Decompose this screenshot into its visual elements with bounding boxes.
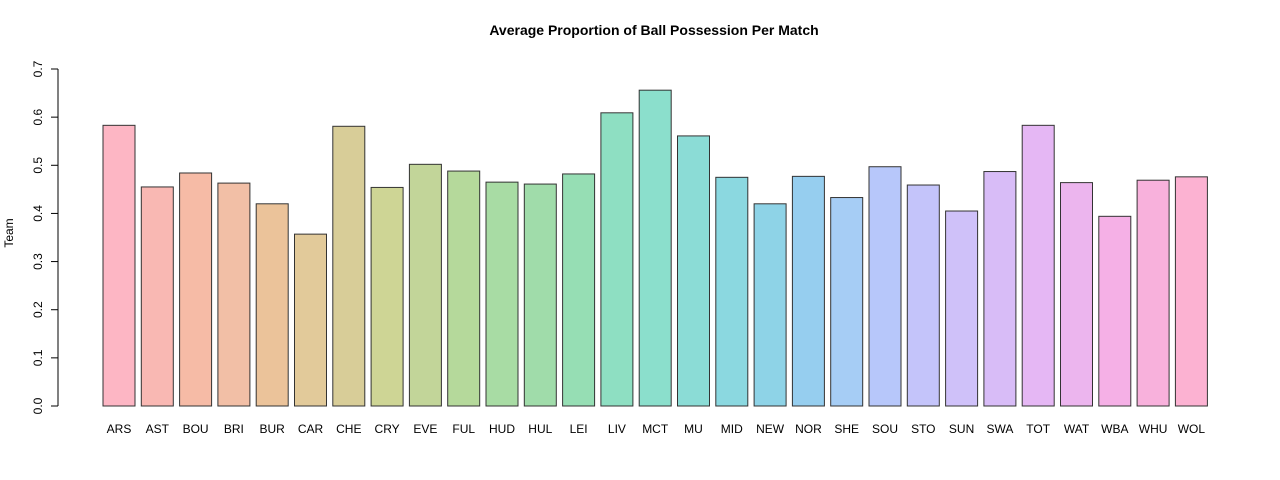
category-label-ars: ARS [107, 422, 132, 436]
y-tick-label: 0.3 [31, 253, 45, 270]
bar-whu [1136, 179, 1170, 407]
bar-ast [140, 186, 174, 407]
category-label-liv: LIV [608, 422, 626, 436]
bar-lei [562, 173, 596, 407]
category-label-che: CHE [336, 422, 361, 436]
category-labels: ARS AST BOU BRI BUR CAR CHE CRY EVE FUL HUD HUL LEI L… [107, 422, 1206, 436]
category-label-bri: BRI [224, 422, 244, 436]
bar-bur [255, 203, 289, 407]
category-label-wba: WBA [1101, 422, 1128, 436]
category-label-new: NEW [756, 422, 785, 436]
category-label-mct: MCT [642, 422, 669, 436]
category-label-eve: EVE [413, 422, 437, 436]
bar-mu [677, 135, 710, 407]
category-label-sun: SUN [949, 422, 974, 436]
bar-nor [791, 175, 825, 407]
category-label-hud: HUD [489, 422, 515, 436]
category-label-bur: BUR [260, 422, 286, 436]
category-label-swa: SWA [986, 422, 1013, 436]
bar-wat [1060, 182, 1093, 407]
category-label-whu: WHU [1139, 422, 1168, 436]
category-label-cry: CRY [375, 422, 400, 436]
bar-tot [1021, 124, 1055, 407]
category-label-wol: WOL [1178, 422, 1206, 436]
bar-mct [638, 89, 672, 407]
bar-she [830, 197, 864, 407]
bars [102, 89, 1208, 407]
category-label-ast: AST [146, 422, 170, 436]
y-tick-label: 0.7 [31, 60, 45, 77]
category-label-sto: STO [911, 422, 935, 436]
y-tick-label: 0.2 [31, 301, 45, 318]
bar-new [753, 203, 787, 407]
y-tick-label: 0.1 [31, 349, 45, 366]
bar-car [294, 233, 327, 407]
bar-che [332, 125, 366, 407]
bar-ful [447, 170, 481, 407]
bar-bou [179, 172, 213, 407]
category-label-lei: LEI [570, 422, 588, 436]
category-label-ful: FUL [452, 422, 475, 436]
bar-liv [600, 112, 634, 407]
bar-bri [217, 182, 251, 407]
category-label-car: CAR [298, 422, 324, 436]
category-label-mid: MID [721, 422, 743, 436]
y-tick-label: 0.6 [31, 108, 45, 125]
bar-sun [945, 210, 979, 407]
category-label-mu: MU [684, 422, 703, 436]
bar-mid [715, 176, 749, 407]
category-label-sou: SOU [872, 422, 898, 436]
y-tick-label: 0.0 [31, 397, 45, 414]
bar-wba [1098, 215, 1132, 407]
y-tick-label: 0.5 [31, 157, 45, 174]
bar-wol [1174, 176, 1208, 407]
category-label-hul: HUL [528, 422, 552, 436]
bar-hud [485, 181, 519, 407]
chart-title: Average Proportion of Ball Possession Pe… [489, 22, 818, 38]
category-label-she: SHE [834, 422, 859, 436]
bar-hul [523, 183, 557, 407]
category-label-nor: NOR [795, 422, 822, 436]
bar-ars [102, 124, 136, 407]
y-axis: 0.0 0.1 0.2 0.3 0.4 0.5 0.6 0.7 [31, 60, 59, 414]
category-label-bou: BOU [183, 422, 209, 436]
category-label-tot: TOT [1026, 422, 1050, 436]
bar-sto [906, 184, 940, 407]
category-label-wat: WAT [1064, 422, 1090, 436]
bar-cry [370, 186, 404, 407]
bar-sou [868, 166, 902, 407]
y-axis-label: Team [2, 218, 16, 247]
y-tick-label: 0.4 [31, 205, 45, 222]
bar-swa [983, 171, 1017, 407]
bar-eve [408, 163, 442, 407]
